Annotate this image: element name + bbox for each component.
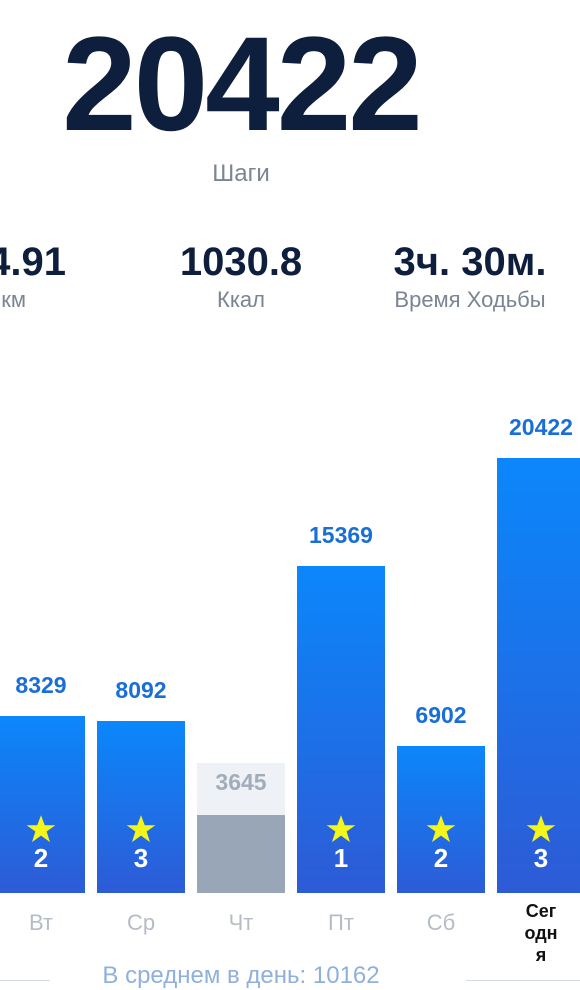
star-icon xyxy=(426,815,456,843)
stat-value: 4.91 xyxy=(0,240,66,284)
bar xyxy=(197,815,285,893)
stat-label: Ккал xyxy=(217,287,265,312)
average-label: В среднем в день: 10162 xyxy=(102,962,380,989)
divider xyxy=(466,980,580,981)
steps-label: Шаги xyxy=(212,160,270,187)
value-label: 8329 xyxy=(15,671,67,698)
stat-label: км xyxy=(1,287,26,312)
value-label: 20422 xyxy=(509,414,573,440)
value-label: 3645 xyxy=(215,769,267,795)
star-count: 2 xyxy=(433,843,449,873)
star-icon xyxy=(526,815,556,843)
stat-label: Время Ходьбы xyxy=(394,287,546,312)
bar xyxy=(297,565,385,893)
bar xyxy=(97,720,185,893)
day-label: Сб xyxy=(426,910,456,935)
bar xyxy=(0,715,85,893)
bar xyxy=(497,458,580,893)
star-count: 3 xyxy=(133,843,149,873)
value-label: 15369 xyxy=(309,521,373,548)
day-label: Сегодня xyxy=(524,901,558,965)
value-label: 8092 xyxy=(115,676,167,703)
star-icon xyxy=(126,815,156,843)
steps-count: 20422 xyxy=(62,10,423,159)
star-icon xyxy=(26,815,56,843)
star-count: 3 xyxy=(533,843,549,873)
value-label: 6902 xyxy=(415,701,467,728)
star-count: 1 xyxy=(333,843,349,873)
divider xyxy=(0,980,50,981)
stat-value: 3ч. 30м. xyxy=(393,240,547,284)
day-label: Чт xyxy=(228,910,254,935)
stat-value: 1030.8 xyxy=(179,240,303,284)
day-label: Ср xyxy=(126,910,156,935)
star-icon xyxy=(326,815,356,843)
star-count: 2 xyxy=(33,843,49,873)
day-label: Вт xyxy=(28,910,54,935)
day-label: Пт xyxy=(328,910,354,935)
